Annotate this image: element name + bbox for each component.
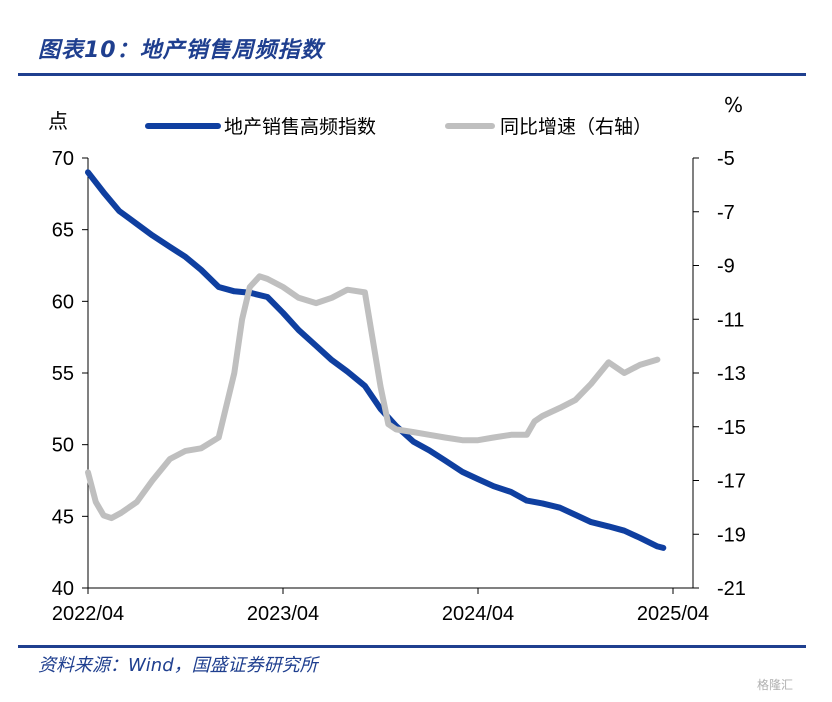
left-tick-label: 55 xyxy=(52,363,74,385)
legend: 地产销售高频指数 同比增速（右轴） xyxy=(145,116,652,138)
legend-label-yoy: 同比增速（右轴） xyxy=(500,116,652,138)
left-tick-label: 40 xyxy=(52,578,74,600)
left-tick-label: 45 xyxy=(52,506,74,528)
bottom-divider xyxy=(18,645,806,648)
source-note: 资料来源：Wind，国盛证券研究所 xyxy=(38,655,318,676)
right-tick-label: -9 xyxy=(717,256,735,278)
right-tick-label: -5 xyxy=(717,148,735,170)
top-divider xyxy=(18,73,806,76)
right-tick-label: -13 xyxy=(717,363,746,385)
left-axis-unit: 点 xyxy=(48,109,68,133)
series-line-yoy xyxy=(85,273,661,522)
x-tick-label: 2023/04 xyxy=(247,603,319,625)
left-tick-label: 65 xyxy=(52,220,74,242)
watermark: 格隆汇 xyxy=(757,678,794,692)
left-tick-label: 70 xyxy=(52,148,74,170)
right-tick-label: -17 xyxy=(717,471,746,493)
right-tick-label: -19 xyxy=(717,524,746,546)
legend-label-index: 地产销售高频指数 xyxy=(224,116,376,138)
chart-title: 图表10：地产销售周频指数 xyxy=(38,38,324,63)
series-layer xyxy=(85,169,667,551)
right-tick-label: -21 xyxy=(717,578,746,600)
right-axis-unit: % xyxy=(724,93,743,117)
left-tick-label: 60 xyxy=(52,291,74,313)
right-tick-label: -7 xyxy=(717,202,735,224)
right-tick-label: -11 xyxy=(717,309,744,331)
left-tick-label: 50 xyxy=(52,435,74,457)
x-tick-label: 2025/04 xyxy=(637,603,709,625)
x-tick-label: 2024/04 xyxy=(442,603,514,625)
axes: 70 65 60 55 50 45 40 -5 -7 -9 -11 -13 -15 -17 -19 -21 20… xyxy=(52,148,746,625)
right-tick-label: -15 xyxy=(717,417,746,439)
series-line-index xyxy=(85,169,667,551)
x-tick-label: 2022/04 xyxy=(52,603,124,625)
